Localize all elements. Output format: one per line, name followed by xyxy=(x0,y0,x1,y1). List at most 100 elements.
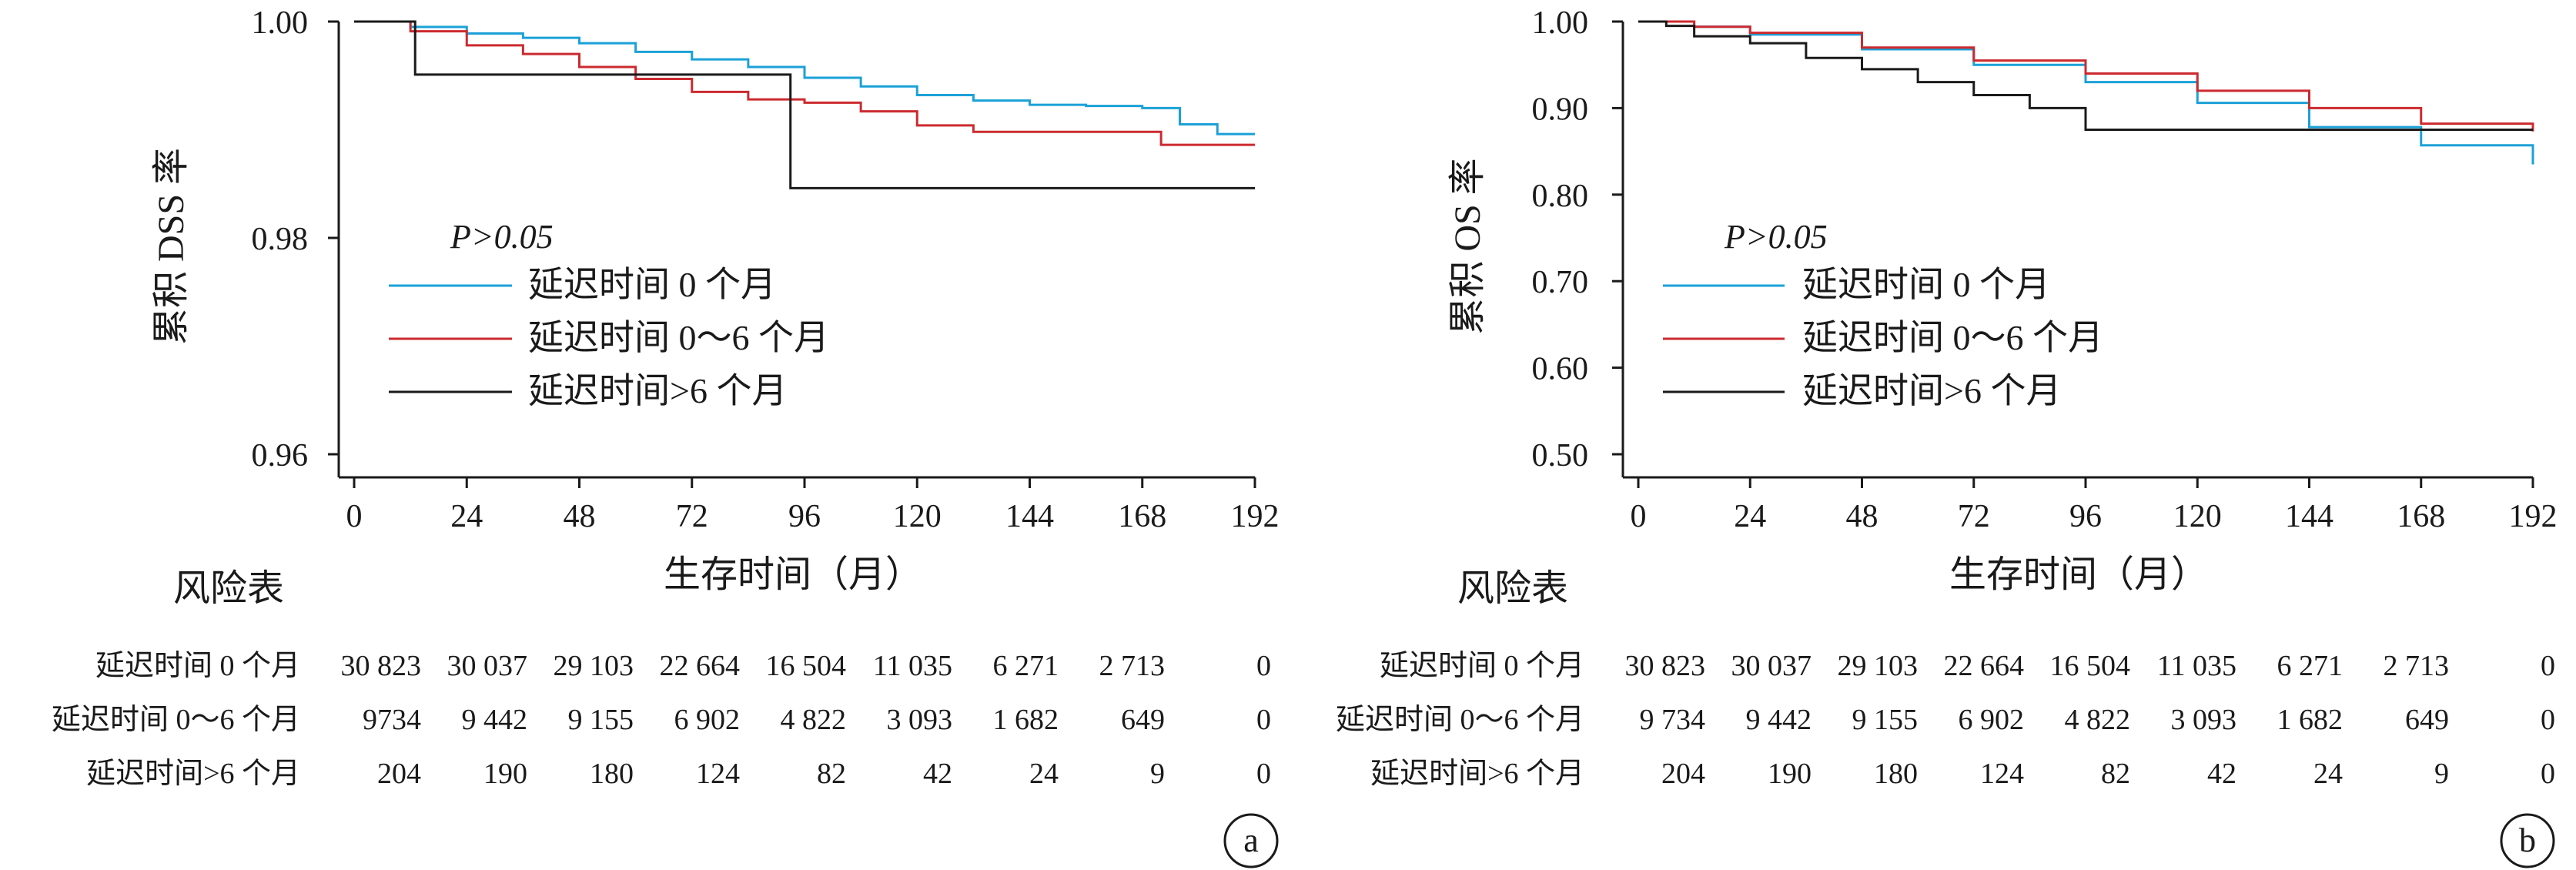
panel-label: b xyxy=(2519,821,2536,859)
risk-cell: 204 xyxy=(1661,758,1705,790)
series-line-1 xyxy=(1638,20,2534,132)
risk-cell: 6 902 xyxy=(674,704,741,736)
x-tick-label: 144 xyxy=(1005,499,1054,534)
risk-cell: 82 xyxy=(817,758,846,790)
risk-cell: 42 xyxy=(2207,758,2236,790)
risk-row-label: 延迟时间>6 个月 xyxy=(1370,758,1584,790)
x-tick-label: 48 xyxy=(1846,499,1878,534)
x-axis-label: 生存时间（月） xyxy=(664,554,922,595)
y-tick-label: 0.80 xyxy=(1532,179,1589,214)
risk-cell: 9 xyxy=(2434,758,2449,790)
series-line-2 xyxy=(354,20,1255,189)
risk-cell: 190 xyxy=(483,758,527,790)
legend-label-0: 延迟时间 0 个月 xyxy=(1802,265,2050,304)
risk-cell: 30 823 xyxy=(1625,650,1706,682)
p-value-annotation: P>0.05 xyxy=(450,218,554,256)
legend-label-2: 延迟时间>6 个月 xyxy=(528,371,787,410)
risk-cell: 9 xyxy=(1150,758,1165,790)
x-tick-label: 72 xyxy=(676,499,708,534)
risk-row-label: 延迟时间 0～6 个月 xyxy=(1336,704,1584,736)
risk-cell: 190 xyxy=(1768,758,1812,790)
risk-cell: 29 103 xyxy=(554,650,634,682)
risk-cell: 2 713 xyxy=(1099,650,1166,682)
risk-cell: 9 442 xyxy=(462,704,528,736)
legend-label-1: 延迟时间 0～6 个月 xyxy=(1802,318,2103,357)
risk-cell: 16 504 xyxy=(766,650,847,682)
risk-cell: 29 103 xyxy=(1838,650,1919,682)
series-line-1 xyxy=(354,20,1255,146)
y-tick-label: 0.96 xyxy=(252,438,309,473)
x-axis-label: 生存时间（月） xyxy=(1949,554,2208,595)
series-line-0 xyxy=(354,20,1255,136)
y-axis-label: 累积 OS 率 xyxy=(1447,158,1488,334)
y-tick-label: 0.90 xyxy=(1532,92,1589,127)
x-tick-label: 168 xyxy=(2397,499,2445,534)
panel-label-circle xyxy=(2500,813,2555,868)
risk-cell: 1 682 xyxy=(993,704,1059,736)
risk-cell: 24 xyxy=(2313,758,2343,790)
risk-cell: 0 xyxy=(2541,650,2555,682)
risk-cell: 3 093 xyxy=(887,704,953,736)
x-tick-label: 192 xyxy=(2509,499,2558,534)
risk-cell: 0 xyxy=(1256,704,1271,736)
x-tick-label: 24 xyxy=(450,499,483,534)
x-tick-label: 24 xyxy=(1734,499,1766,534)
y-tick-label: 0.50 xyxy=(1532,438,1589,473)
risk-cell: 4 822 xyxy=(2065,704,2131,736)
y-tick-label: 1.00 xyxy=(1532,5,1589,41)
risk-cell: 4 822 xyxy=(781,704,847,736)
legend-label-2: 延迟时间>6 个月 xyxy=(1802,371,2061,410)
risk-row-label: 延迟时间 0 个月 xyxy=(1380,650,1584,682)
x-tick-label: 72 xyxy=(1958,499,1990,534)
risk-cell: 124 xyxy=(696,758,740,790)
risk-cell: 124 xyxy=(1980,758,2024,790)
panel-label-circle xyxy=(1223,813,1279,868)
risk-cell: 180 xyxy=(590,758,634,790)
risk-cell: 24 xyxy=(1029,758,1059,790)
risk-cell: 16 504 xyxy=(2050,650,2131,682)
x-tick-label: 48 xyxy=(564,499,596,534)
risk-cell: 9 155 xyxy=(568,704,634,736)
risk-table-title: 风险表 xyxy=(173,568,284,609)
risk-cell: 0 xyxy=(2541,704,2555,736)
risk-cell: 6 902 xyxy=(1959,704,2025,736)
risk-cell: 3 093 xyxy=(2171,704,2237,736)
x-tick-label: 168 xyxy=(1118,499,1166,534)
x-tick-label: 0 xyxy=(346,499,363,534)
y-tick-label: 1.00 xyxy=(252,5,309,41)
legend-label-0: 延迟时间 0 个月 xyxy=(528,265,776,304)
risk-table-title: 风险表 xyxy=(1457,568,1568,609)
p-value-annotation: P>0.05 xyxy=(1724,218,1828,256)
series-line-2 xyxy=(1638,20,2533,131)
risk-row-label: 延迟时间 0 个月 xyxy=(95,650,300,682)
risk-row-label: 延迟时间>6 个月 xyxy=(86,758,300,790)
risk-cell: 6 271 xyxy=(993,650,1059,682)
risk-cell: 9 155 xyxy=(1852,704,1919,736)
risk-cell: 6 271 xyxy=(2277,650,2343,682)
x-tick-label: 192 xyxy=(1231,499,1280,534)
x-tick-label: 144 xyxy=(2285,499,2333,534)
risk-cell: 22 664 xyxy=(1944,650,2025,682)
x-tick-label: 96 xyxy=(788,499,821,534)
risk-row-label: 延迟时间 0～6 个月 xyxy=(52,704,300,736)
risk-cell: 30 823 xyxy=(341,650,422,682)
risk-cell: 22 664 xyxy=(660,650,741,682)
risk-cell: 180 xyxy=(1874,758,1918,790)
y-tick-label: 0.60 xyxy=(1532,352,1589,387)
risk-cell: 0 xyxy=(1256,650,1271,682)
risk-cell: 204 xyxy=(377,758,421,790)
y-tick-label: 0.98 xyxy=(252,222,309,257)
risk-cell: 649 xyxy=(2405,704,2449,736)
risk-cell: 0 xyxy=(2541,758,2555,790)
risk-cell: 9 442 xyxy=(1746,704,1812,736)
risk-cell: 0 xyxy=(1256,758,1271,790)
risk-cell: 9734 xyxy=(363,704,421,736)
risk-cell: 42 xyxy=(923,758,952,790)
x-tick-label: 120 xyxy=(2173,499,2222,534)
risk-cell: 30 037 xyxy=(1731,650,1812,682)
panel-label: a xyxy=(1243,821,1259,859)
risk-cell: 1 682 xyxy=(2277,704,2343,736)
risk-cell: 82 xyxy=(2101,758,2130,790)
risk-cell: 11 035 xyxy=(2157,650,2236,682)
